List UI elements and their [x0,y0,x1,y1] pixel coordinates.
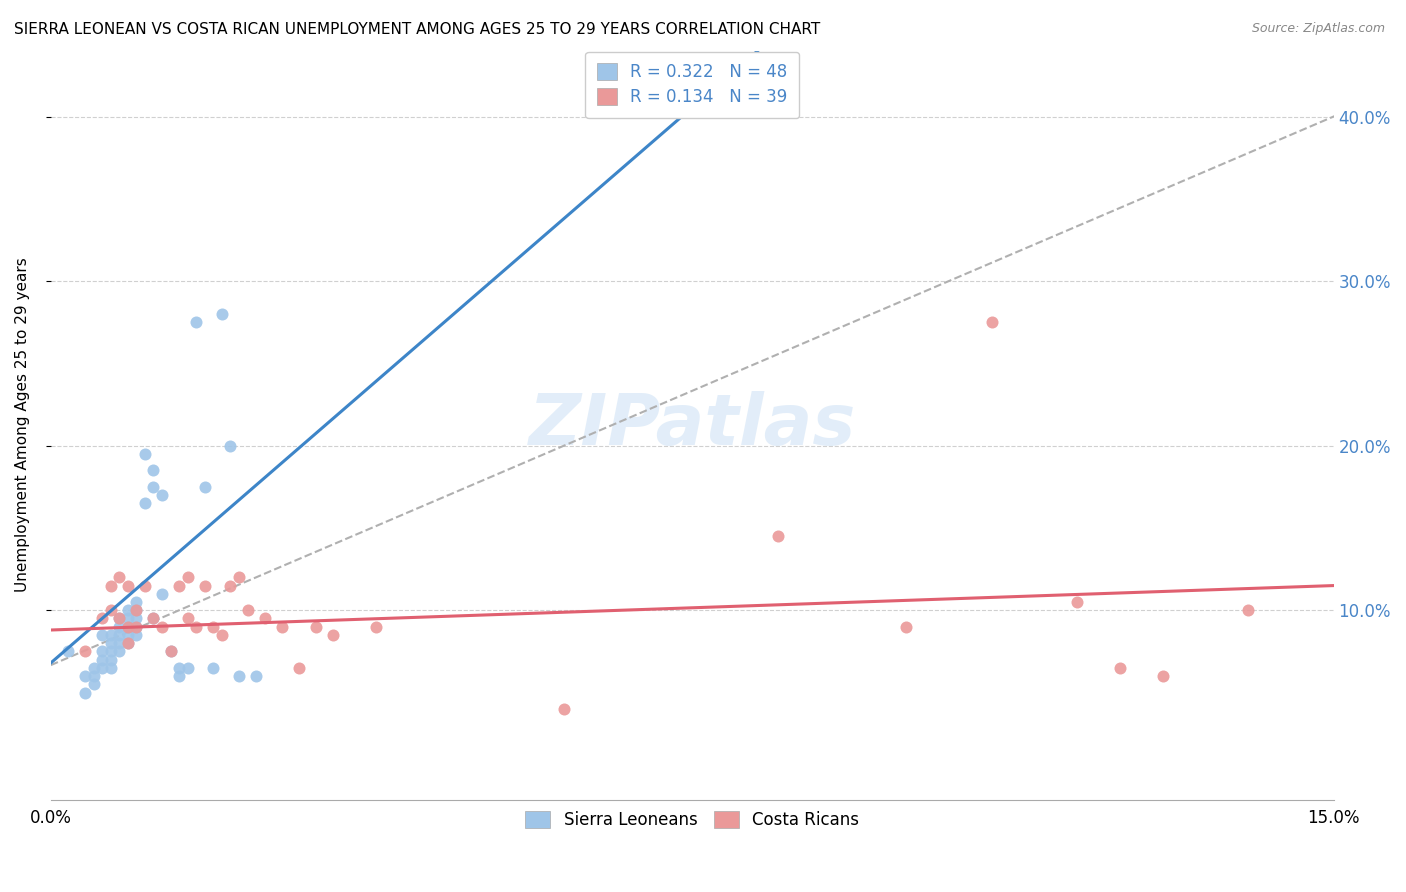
Point [142,480,165,494]
Point [117,578,139,592]
Point [108,570,131,584]
Point [73,669,96,683]
Point [167,578,190,592]
Point [56,644,79,658]
Text: Source: ZipAtlas.com: Source: ZipAtlas.com [1251,22,1385,36]
Point [176,611,198,625]
Point [108,644,131,658]
Point [253,611,276,625]
Point [219,578,242,592]
Point [100,628,122,642]
Point [228,570,250,584]
Point [270,620,292,634]
Point [83,661,105,675]
Point [228,669,250,683]
Point [364,620,387,634]
Text: ZIPatlas: ZIPatlas [529,391,856,459]
Point [125,595,148,609]
Point [117,603,139,617]
Point [211,628,233,642]
Point [108,620,131,634]
Point [83,669,105,683]
Point [100,652,122,666]
Point [117,636,139,650]
Point [202,620,225,634]
Point [202,661,225,675]
Point [91,628,114,642]
Point [117,620,139,634]
Point [553,702,575,716]
Point [159,644,181,658]
Point [894,620,917,634]
Point [194,480,217,494]
Point [100,603,122,617]
Point [1066,595,1088,609]
Point [73,685,96,699]
Point [91,611,114,625]
Point [100,644,122,658]
Point [91,661,114,675]
Point [117,628,139,642]
Point [186,620,208,634]
Point [73,644,96,658]
Point [1237,603,1260,617]
Point [1152,669,1174,683]
Point [125,603,148,617]
Point [125,620,148,634]
Point [245,669,267,683]
Point [125,603,148,617]
Point [186,315,208,329]
Point [167,669,190,683]
Point [134,496,156,510]
Point [142,463,165,477]
Point [288,661,311,675]
Point [108,611,131,625]
Point [1108,661,1130,675]
Point [219,439,242,453]
Point [150,620,173,634]
Point [176,661,198,675]
Y-axis label: Unemployment Among Ages 25 to 29 years: Unemployment Among Ages 25 to 29 years [15,258,30,592]
Point [167,661,190,675]
Point [100,636,122,650]
Point [125,611,148,625]
Point [322,628,344,642]
Point [194,578,217,592]
Point [117,620,139,634]
Point [117,611,139,625]
Point [766,529,789,543]
Point [980,315,1002,329]
Point [211,307,233,321]
Point [134,578,156,592]
Point [108,611,131,625]
Text: SIERRA LEONEAN VS COSTA RICAN UNEMPLOYMENT AMONG AGES 25 TO 29 YEARS CORRELATION: SIERRA LEONEAN VS COSTA RICAN UNEMPLOYME… [14,22,820,37]
Point [142,611,165,625]
Point [100,578,122,592]
Point [108,636,131,650]
Point [236,603,259,617]
Point [83,677,105,691]
Point [142,611,165,625]
Point [305,620,328,634]
Point [176,570,198,584]
Point [108,628,131,642]
Point [125,628,148,642]
Point [117,636,139,650]
Point [159,644,181,658]
Legend: Sierra Leoneans, Costa Ricans: Sierra Leoneans, Costa Ricans [519,805,866,836]
Point [91,652,114,666]
Point [91,644,114,658]
Point [100,661,122,675]
Point [134,447,156,461]
Point [150,587,173,601]
Point [125,620,148,634]
Point [150,488,173,502]
